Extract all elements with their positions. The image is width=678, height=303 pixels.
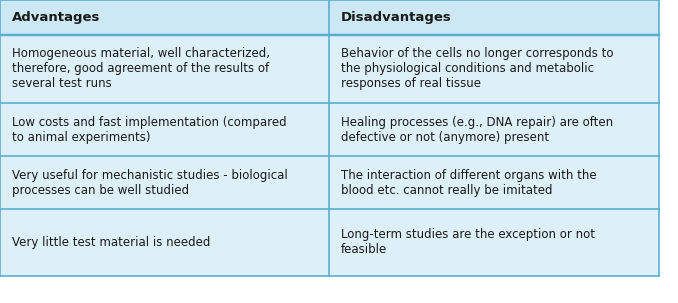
Text: Behavior of the cells no longer corresponds to
the physiological conditions and : Behavior of the cells no longer correspo… [341, 48, 614, 90]
Bar [330, 209, 659, 276]
Bar [0, 156, 330, 209]
Text: Very useful for mechanistic studies - biological
processes can be well studied: Very useful for mechanistic studies - bi… [12, 168, 287, 197]
Text: Homogeneous material, well characterized,
therefore, good agreement of the resul: Homogeneous material, well characterized… [12, 48, 270, 90]
Bar [0, 0, 330, 35]
Bar [0, 103, 330, 156]
Bar [330, 103, 659, 156]
Text: Long-term studies are the exception or not
feasible: Long-term studies are the exception or n… [341, 228, 595, 256]
Text: Very little test material is needed: Very little test material is needed [12, 236, 210, 249]
Bar [330, 35, 659, 103]
Text: Advantages: Advantages [12, 11, 100, 24]
Bar [0, 209, 330, 276]
Text: Healing processes (e.g., DNA repair) are often
defective or not (anymore) presen: Healing processes (e.g., DNA repair) are… [341, 115, 614, 144]
Text: Disadvantages: Disadvantages [341, 11, 452, 24]
Text: Low costs and fast implementation (compared
to animal experiments): Low costs and fast implementation (compa… [12, 115, 287, 144]
Bar [330, 0, 659, 35]
Bar [0, 35, 330, 103]
Bar [330, 156, 659, 209]
Text: The interaction of different organs with the
blood etc. cannot really be imitate: The interaction of different organs with… [341, 168, 597, 197]
